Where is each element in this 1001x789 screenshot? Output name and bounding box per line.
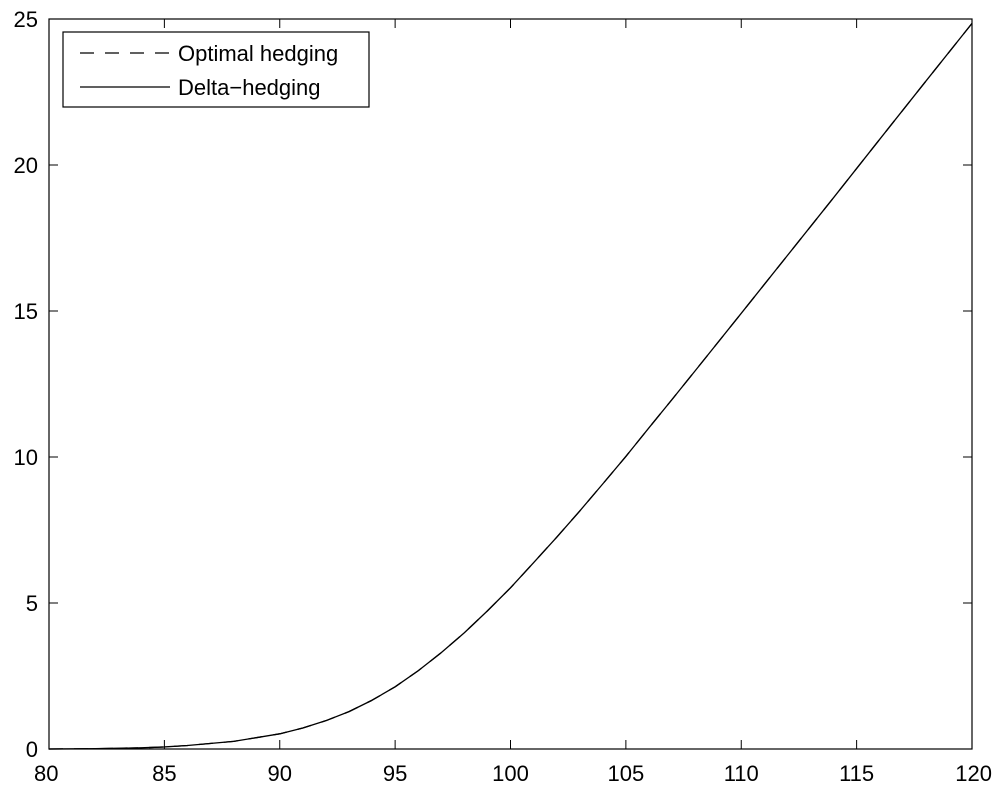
y-tick-label-1: 5 (26, 591, 38, 616)
x-tick-label-0: 80 (34, 761, 58, 786)
x-tick-label-2: 90 (268, 761, 292, 786)
axis-tick-labels: 80 85 90 95 100 105 110 115 120 0 5 10 15 20 25 (14, 7, 992, 786)
y-tick-label-3: 15 (14, 299, 38, 324)
legend: Optimal hedging Delta−hedging (62, 31, 370, 108)
legend-box (62, 31, 370, 108)
y-tick-label-5: 25 (14, 7, 38, 32)
x-tick-label-8: 120 (955, 761, 992, 786)
y-tick-label-0: 0 (26, 737, 38, 762)
legend-label-optimal-hedging: Optimal hedging (178, 41, 338, 66)
x-tick-label-4: 100 (492, 761, 529, 786)
x-tick-label-6: 110 (724, 761, 759, 786)
series-line-delta-hedging (48, 22, 973, 750)
plot-area (48, 18, 973, 750)
x-tick-label-7: 115 (839, 761, 874, 786)
legend-label-delta-hedging: Delta−hedging (178, 75, 321, 100)
y-tick-label-4: 20 (14, 153, 38, 178)
x-tick-label-1: 85 (152, 761, 176, 786)
x-tick-label-3: 95 (383, 761, 407, 786)
y-tick-label-2: 10 (14, 445, 38, 470)
series-group (48, 22, 973, 750)
x-tick-label-5: 105 (608, 761, 645, 786)
